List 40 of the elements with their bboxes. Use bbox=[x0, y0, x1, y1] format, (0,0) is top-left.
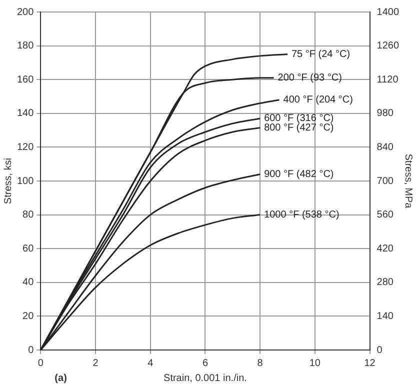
series-label: 400 °F (204 °C) bbox=[283, 94, 353, 106]
y2-tick-label: 1260 bbox=[376, 40, 400, 52]
series-label: 600 °F (316 °C) bbox=[264, 113, 334, 124]
y-axis-title: Stress, ksi bbox=[2, 158, 14, 204]
y2-tick-label: 560 bbox=[376, 210, 394, 221]
y-tick-label: 160 bbox=[16, 74, 34, 86]
series-label: 75 °F (24 °C) bbox=[291, 49, 350, 60]
y-tick-label: 140 bbox=[16, 108, 34, 120]
y-tick-label: 0 bbox=[28, 344, 34, 356]
y2-tick-label: 420 bbox=[376, 243, 394, 254]
y-tick-label: 100 bbox=[16, 176, 34, 187]
y-tick-label: 40 bbox=[22, 277, 34, 288]
text: (a) bbox=[54, 372, 67, 384]
series-label: 900 °F (482 °C) bbox=[264, 168, 334, 180]
y2-tick-label: 280 bbox=[376, 277, 394, 288]
x-tick-label: 8 bbox=[257, 358, 264, 369]
x-tick-label: 10 bbox=[309, 358, 321, 369]
series-label: 800 °F (427 °C) bbox=[264, 122, 334, 134]
y2-tick-label: 700 bbox=[376, 176, 394, 187]
y2-tick-label: 0 bbox=[376, 344, 383, 356]
x-tick-label: 12 bbox=[364, 358, 376, 369]
y2-tick-label: 140 bbox=[376, 310, 394, 322]
y-tick-label: 20 bbox=[22, 310, 34, 322]
series-label: 1000 °F (538 °C) bbox=[264, 210, 340, 221]
x-tick-label: 4 bbox=[148, 358, 154, 369]
y2-tick-label: 980 bbox=[376, 108, 394, 120]
x-axis-title: Strain, 0.001 in./in. bbox=[164, 372, 247, 384]
y-tick-label: 180 bbox=[16, 40, 34, 52]
y-tick-label: 80 bbox=[22, 210, 34, 221]
x-tick-label: 0 bbox=[38, 358, 44, 369]
x-tick-label: 6 bbox=[202, 358, 208, 369]
y-tick-label: 120 bbox=[16, 142, 34, 153]
y2-tick-label: 1400 bbox=[376, 6, 400, 18]
y2-axis-title: Stress, MPa bbox=[402, 154, 414, 209]
y2-tick-label: 1120 bbox=[376, 74, 399, 86]
y-tick-label: 60 bbox=[22, 243, 34, 254]
x-tick-label: 2 bbox=[92, 358, 99, 369]
y2-tick-label: 840 bbox=[376, 142, 394, 153]
series-label: 200 °F (93 °C) bbox=[278, 72, 342, 84]
y-tick-label: 200 bbox=[16, 6, 34, 18]
